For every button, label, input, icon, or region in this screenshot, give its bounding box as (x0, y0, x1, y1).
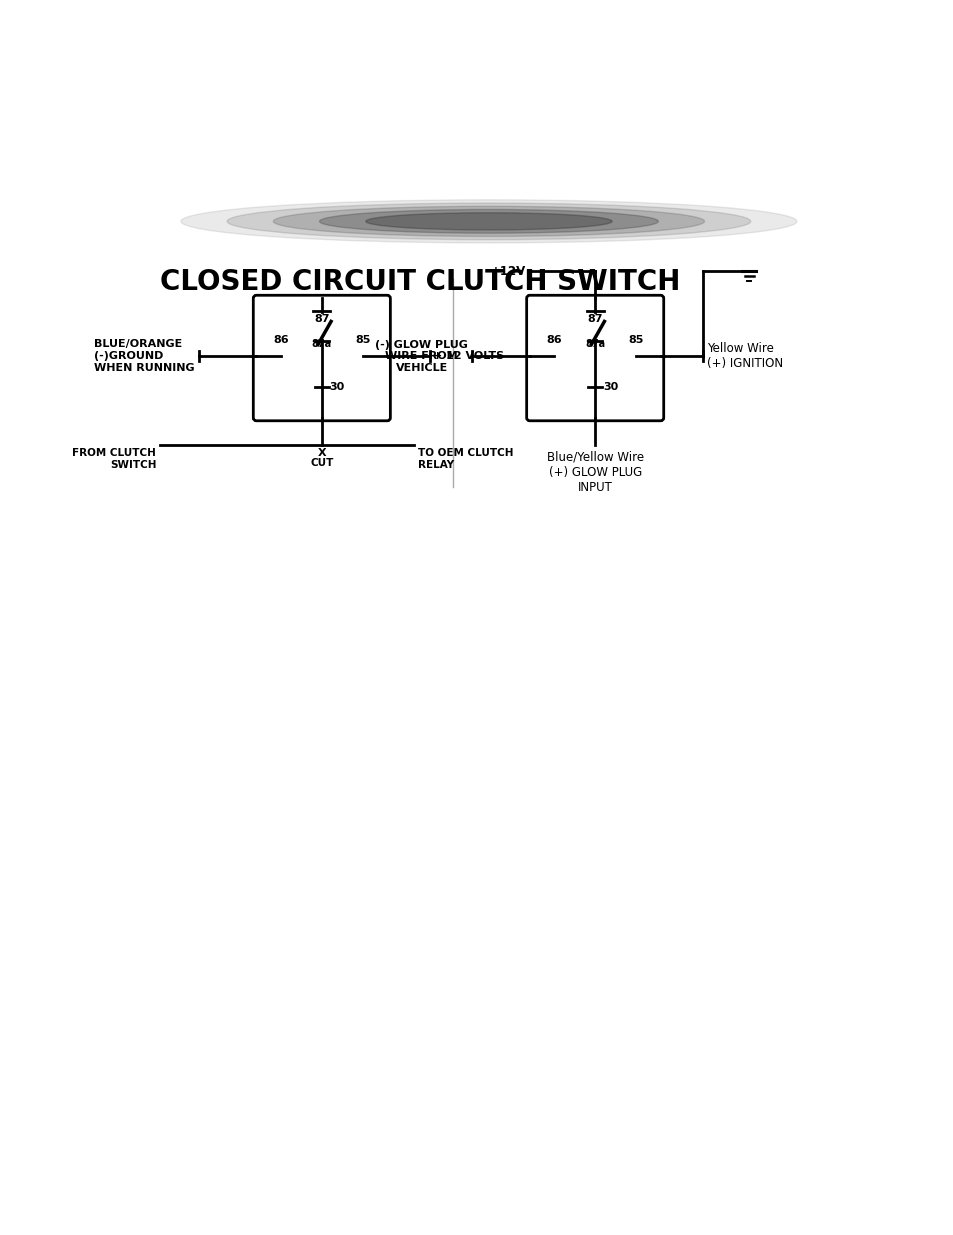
Text: BLUE/ORANGE
(-)GROUND
WHEN RUNNING: BLUE/ORANGE (-)GROUND WHEN RUNNING (94, 340, 194, 373)
Text: 85: 85 (355, 336, 370, 346)
Text: 87: 87 (314, 314, 329, 324)
Text: 85: 85 (628, 336, 643, 346)
Ellipse shape (319, 210, 658, 233)
Text: +12V: +12V (490, 264, 525, 278)
Text: CUT: CUT (310, 458, 334, 468)
Text: 86: 86 (273, 336, 289, 346)
Text: CLOSED CIRCUIT CLUTCH SWITCH: CLOSED CIRCUIT CLUTCH SWITCH (160, 268, 679, 295)
FancyBboxPatch shape (526, 295, 663, 421)
Text: 87: 87 (587, 314, 602, 324)
Text: 30: 30 (602, 382, 618, 391)
Ellipse shape (274, 206, 703, 236)
Text: 87a: 87a (312, 340, 332, 350)
Text: FROM CLUTCH
SWITCH: FROM CLUTCH SWITCH (72, 448, 156, 471)
Text: (-) GLOW PLUG
WIRE FROM
VEHICLE: (-) GLOW PLUG WIRE FROM VEHICLE (375, 340, 468, 373)
Text: + 12 VOLTS: + 12 VOLTS (433, 351, 504, 361)
Text: X: X (317, 448, 326, 458)
Ellipse shape (365, 212, 612, 230)
Text: Yellow Wire
(+) IGNITION: Yellow Wire (+) IGNITION (706, 342, 782, 370)
FancyBboxPatch shape (253, 295, 390, 421)
Ellipse shape (227, 203, 750, 240)
Text: 86: 86 (546, 336, 561, 346)
Ellipse shape (181, 200, 796, 243)
Text: 87a: 87a (584, 340, 604, 350)
Text: TO OEM CLUTCH
RELAY: TO OEM CLUTCH RELAY (417, 448, 513, 471)
Text: 30: 30 (329, 382, 344, 391)
Text: Blue/Yellow Wire
(+) GLOW PLUG
INPUT: Blue/Yellow Wire (+) GLOW PLUG INPUT (546, 451, 643, 494)
